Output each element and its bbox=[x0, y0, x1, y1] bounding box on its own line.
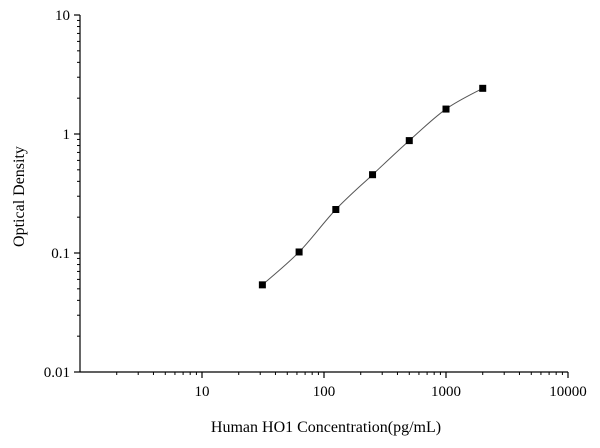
data-points bbox=[258, 84, 487, 289]
x-axis-title: Human HO1 Concentration(pg/mL) bbox=[211, 419, 441, 436]
y-tick-label: 10 bbox=[55, 8, 70, 24]
data-point bbox=[258, 281, 266, 289]
y-tick-label: 1 bbox=[63, 127, 71, 143]
x-tick-label: 10 bbox=[195, 384, 210, 400]
axes bbox=[79, 15, 568, 373]
tick-labels: 10 100 1000 10000 0.01 0.1 1 10 bbox=[44, 8, 587, 400]
y-tick-label: 0.1 bbox=[51, 246, 70, 262]
fitted-curve bbox=[262, 87, 483, 286]
x-tick-label: 10000 bbox=[549, 384, 587, 400]
y-axis-title: Optical Density bbox=[11, 146, 28, 247]
y-tick-label: 0.01 bbox=[44, 365, 70, 381]
data-point bbox=[332, 206, 340, 214]
data-point bbox=[442, 105, 450, 113]
x-tick-label: 100 bbox=[313, 384, 336, 400]
data-point bbox=[369, 171, 377, 179]
data-point bbox=[405, 137, 413, 145]
tick-marks bbox=[74, 14, 569, 378]
x-tick-label: 1000 bbox=[431, 384, 461, 400]
data-point bbox=[479, 84, 487, 92]
data-point bbox=[295, 248, 303, 256]
